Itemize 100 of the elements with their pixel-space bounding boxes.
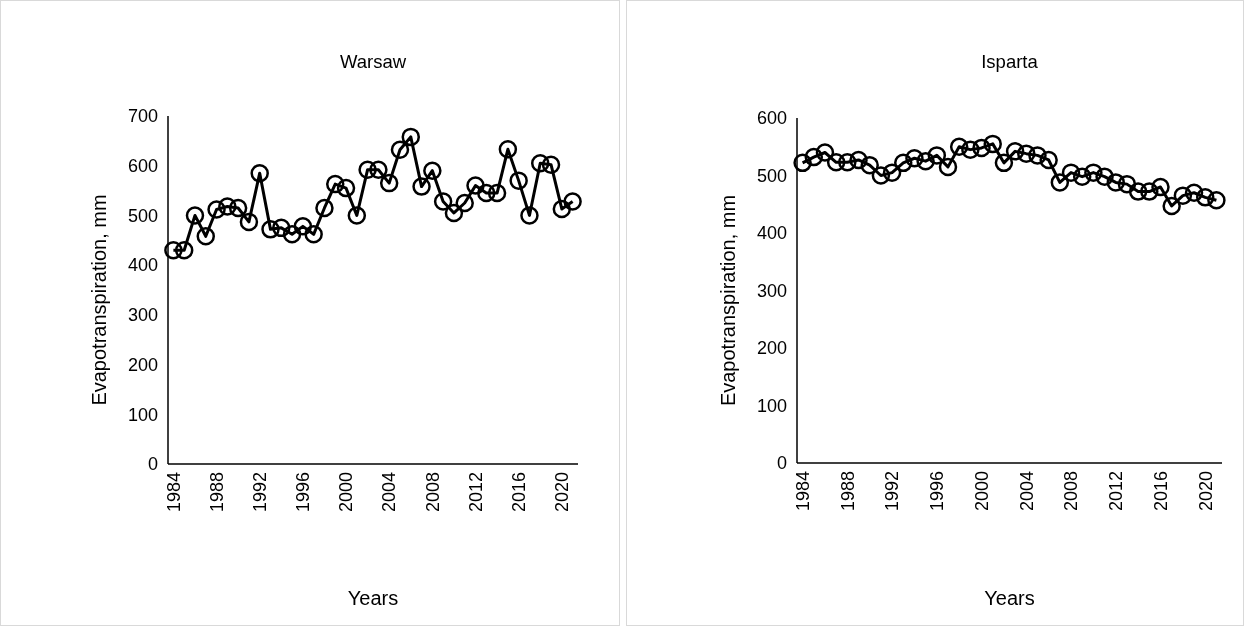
x-tick-label: 1996 (293, 472, 314, 513)
point (412, 177, 431, 196)
point (530, 153, 550, 173)
point (272, 218, 291, 238)
point (358, 160, 377, 179)
chart-title: Warsaw (339, 51, 407, 72)
point (228, 198, 248, 218)
x-tick-label: 2012 (465, 472, 486, 513)
point (477, 183, 496, 203)
point (552, 199, 572, 219)
point (1151, 177, 1170, 197)
x-tick-label: 1996 (927, 471, 948, 512)
point (498, 140, 518, 159)
x-tick-label: 2012 (1106, 471, 1127, 512)
point (905, 149, 924, 168)
point (401, 127, 421, 147)
point (563, 192, 582, 211)
point (369, 160, 388, 179)
point (1140, 182, 1159, 201)
y-tick-label: 200 (756, 338, 787, 359)
point (218, 197, 237, 216)
y-tick-label: 100 (756, 395, 787, 416)
x-tick-label: 2004 (379, 472, 400, 513)
point (466, 176, 485, 195)
y-axis-title: Evapotranspiration, mm (88, 194, 110, 406)
point (1084, 163, 1103, 182)
point (1195, 188, 1215, 207)
point (1072, 167, 1092, 186)
point (282, 225, 302, 244)
y-tick-label: 0 (776, 453, 787, 474)
point (541, 155, 561, 174)
point (860, 155, 879, 175)
point (793, 153, 812, 173)
point (1050, 173, 1070, 192)
point (916, 151, 935, 171)
point (379, 173, 399, 193)
point (164, 240, 183, 260)
point (1184, 183, 1204, 202)
point (961, 140, 980, 159)
point (1207, 190, 1226, 210)
x-tick-label: 2000 (971, 471, 992, 512)
point (804, 147, 824, 167)
y-tick-label: 400 (127, 255, 158, 276)
point (871, 166, 891, 185)
point (250, 163, 269, 183)
y-tick-label: 100 (127, 404, 158, 425)
point (509, 171, 528, 190)
point (315, 198, 334, 218)
point (1106, 173, 1125, 192)
point (1128, 182, 1148, 201)
point (1117, 174, 1137, 194)
y-tick-label: 300 (127, 305, 158, 326)
point (838, 153, 857, 172)
x-tick-label: 2016 (508, 472, 529, 513)
y-tick-label: 300 (756, 280, 787, 301)
point (261, 220, 280, 239)
point (938, 157, 958, 177)
x-tick-label: 2016 (1150, 471, 1171, 512)
x-tick-label: 2004 (1016, 471, 1037, 512)
y-tick-label: 700 (127, 106, 158, 127)
point (1005, 142, 1025, 161)
point (849, 150, 868, 170)
point (390, 140, 410, 160)
point (336, 178, 356, 198)
x-tick-label: 1988 (206, 472, 227, 513)
x-tick-label: 2000 (336, 472, 357, 513)
point (1028, 146, 1047, 165)
x-tick-label: 2008 (422, 472, 443, 513)
point (882, 163, 902, 182)
x-axis-title: Years (984, 587, 1035, 609)
point (487, 183, 507, 203)
point (894, 153, 913, 173)
point (433, 192, 453, 211)
point (293, 217, 313, 236)
y-tick-label: 200 (127, 354, 158, 375)
point (1095, 167, 1114, 186)
point (994, 153, 1014, 173)
x-tick-label: 1992 (250, 472, 271, 513)
point (1173, 186, 1193, 205)
point (455, 193, 474, 213)
point (207, 200, 226, 219)
point (185, 206, 205, 225)
x-tick-label: 1988 (837, 471, 858, 512)
point (815, 143, 835, 162)
x-tick-label: 2020 (1195, 471, 1216, 512)
point (520, 206, 539, 225)
point (174, 240, 194, 260)
y-tick-label: 600 (756, 108, 787, 129)
point (949, 137, 969, 156)
point (239, 212, 259, 232)
point (423, 161, 442, 180)
x-tick-label: 1992 (882, 471, 903, 512)
point (983, 134, 1002, 154)
y-axis-title: Evapotranspiration, mm (717, 194, 739, 407)
point (1061, 163, 1081, 182)
x-tick-label: 1984 (792, 471, 813, 512)
point (972, 138, 991, 158)
y-tick-label: 400 (756, 223, 787, 244)
point (325, 174, 345, 194)
point (1017, 144, 1036, 163)
